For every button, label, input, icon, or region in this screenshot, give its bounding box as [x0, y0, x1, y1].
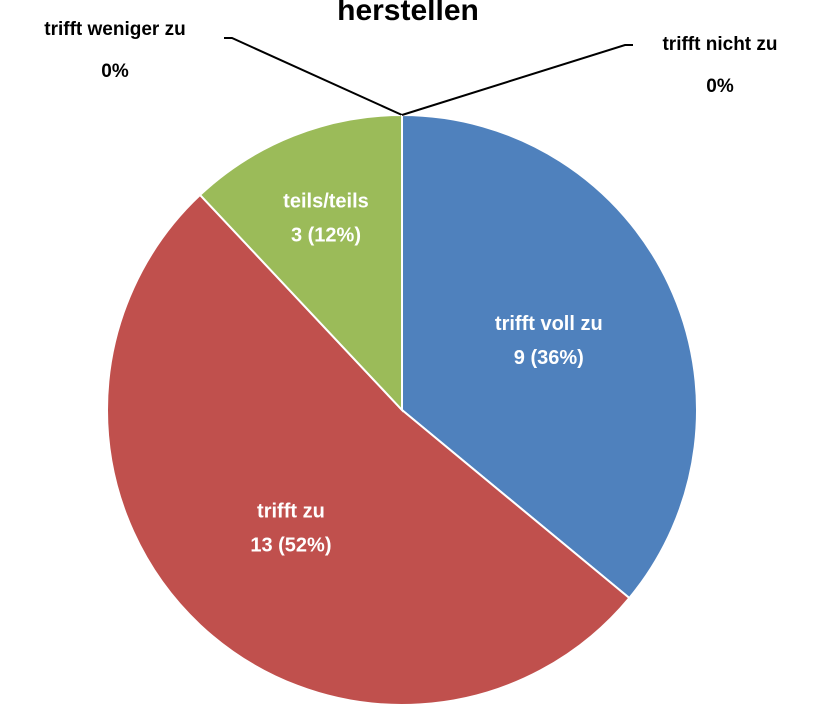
pie-slice	[401, 113, 698, 600]
leader-line	[401, 44, 633, 116]
slice-label: teils/teils	[283, 190, 369, 212]
slice-label: trifft weniger zu	[44, 19, 185, 40]
slice-label: trifft zu	[257, 501, 325, 523]
slice-label: trifft nicht zu	[662, 34, 777, 55]
slice-value: 0%	[101, 61, 129, 82]
leader-line	[224, 37, 403, 116]
slice-value: 3 (12%)	[291, 224, 361, 246]
pie-slice	[198, 113, 403, 413]
slice-value: 13 (52%)	[250, 535, 331, 557]
slice-value: 9 (36%)	[514, 347, 584, 369]
chart-title: herstellen	[337, 0, 479, 27]
pie-slice	[105, 193, 631, 706]
slice-value: 0%	[706, 76, 734, 97]
slice-label: trifft voll zu	[495, 313, 603, 335]
